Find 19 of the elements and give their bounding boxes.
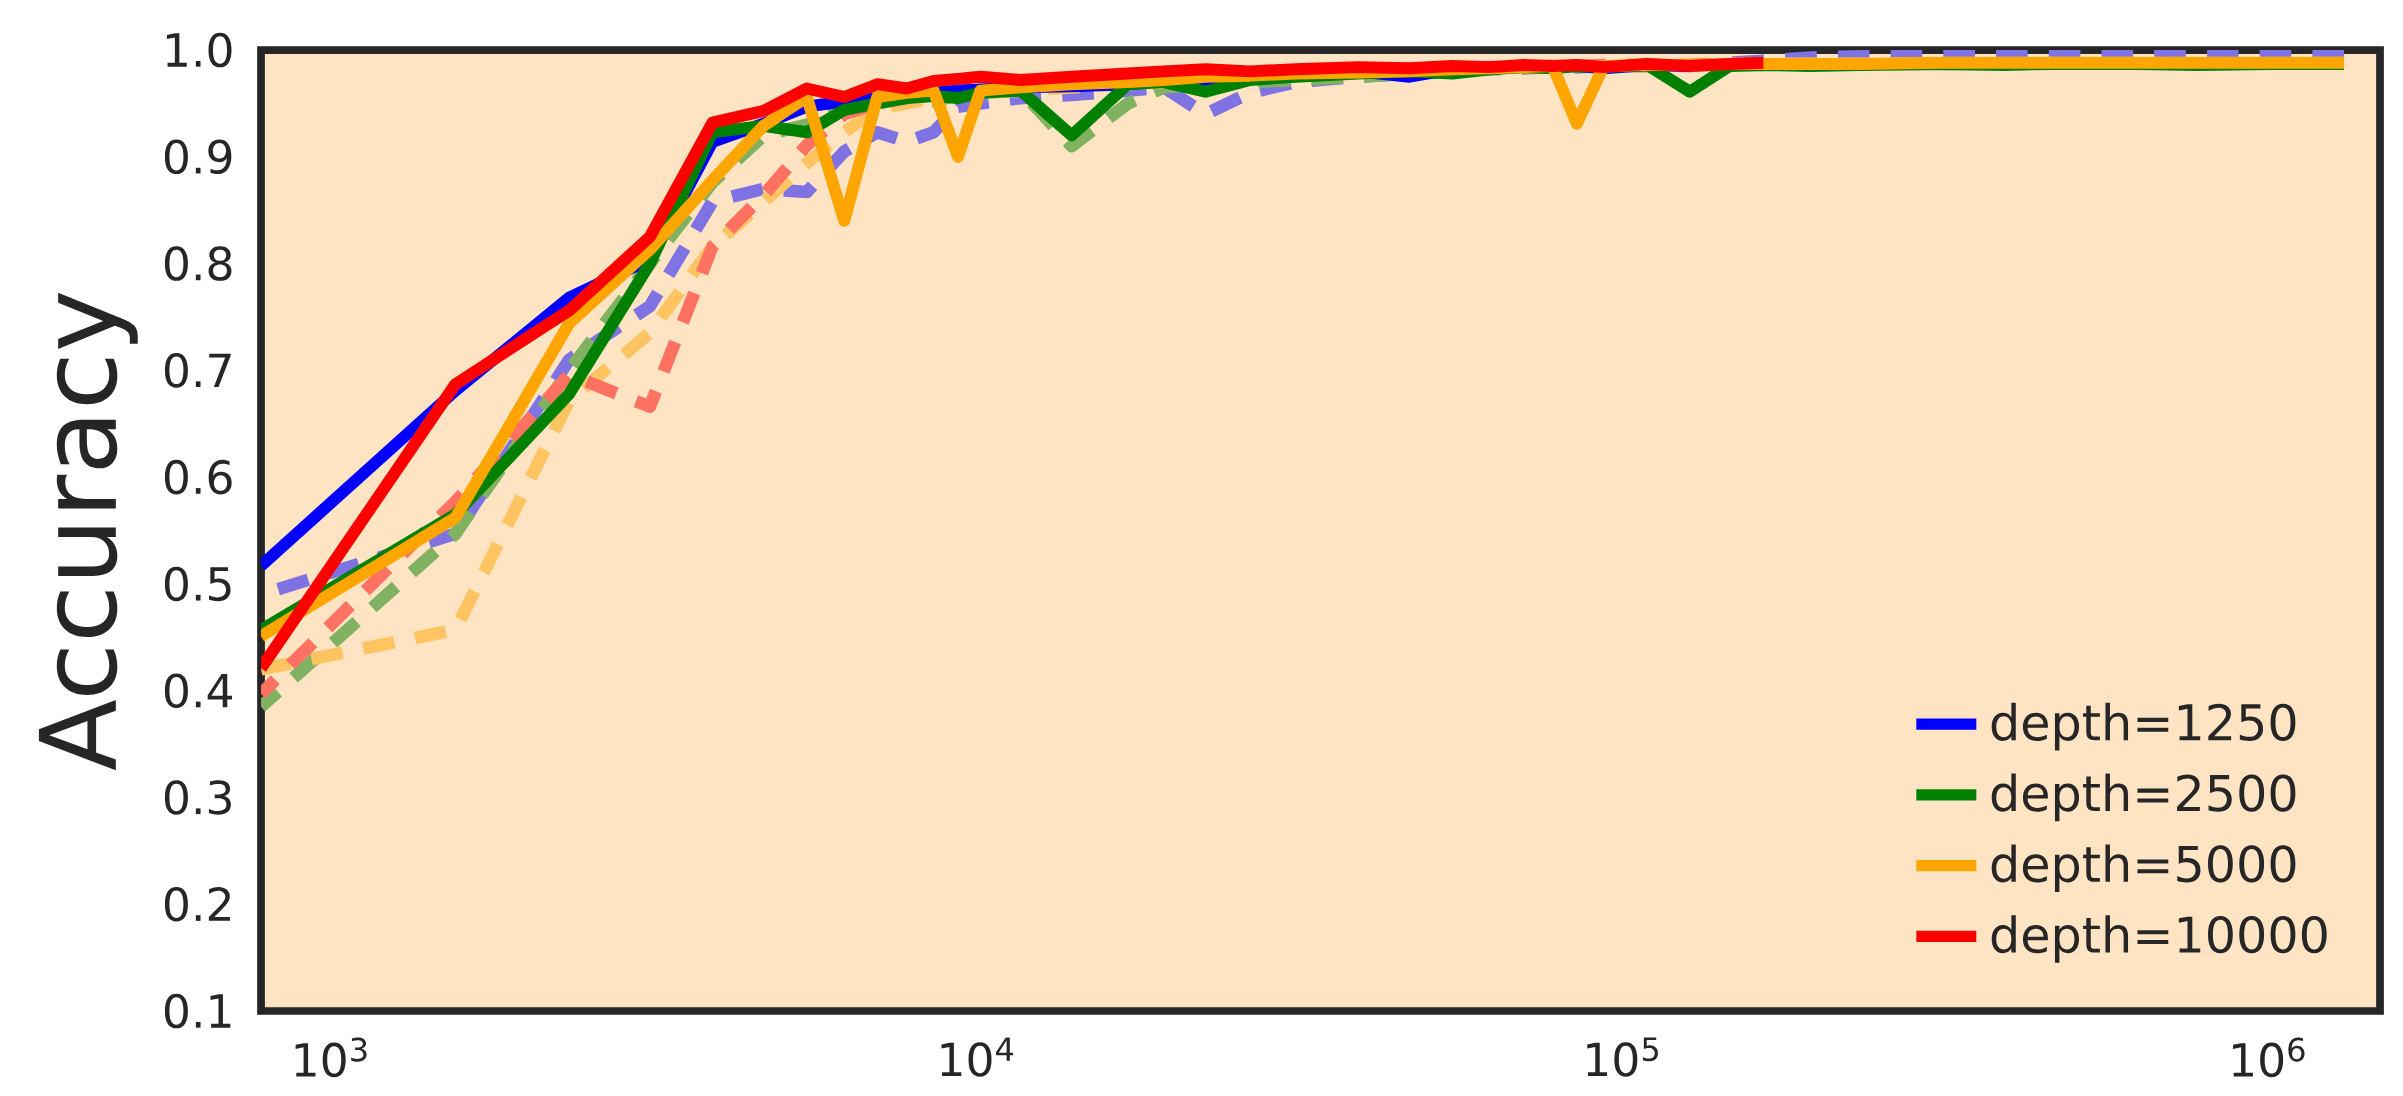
y-tick-label: 0.5	[164, 566, 231, 602]
legend-label: depth=1250	[1991, 702, 2296, 751]
x-tick-label: 10$^{4}$	[941, 1037, 1014, 1077]
y-tick-label: 0.2	[164, 886, 230, 922]
y-tick-label: 0.7	[164, 353, 231, 388]
y-tick-label: 1.0	[166, 32, 232, 68]
y-tick-label: 0.3	[164, 780, 231, 815]
x-tick-label: 10$^{6}$	[2233, 1037, 2305, 1078]
y-tick-label: 0.6	[164, 459, 232, 495]
legend-label: depth=10000	[1991, 915, 2327, 963]
x-tick-label: 10$^{3}$	[295, 1037, 367, 1078]
y-tick-label: 0.4	[164, 673, 232, 708]
x-tick-label: 10$^{5}$	[1587, 1037, 1658, 1077]
y-axis-title: Accuracy	[38, 292, 138, 771]
legend-label: depth=2500	[1991, 773, 2296, 822]
y-tick-label: 0.8	[164, 246, 232, 281]
y-tick-label: 0.9	[164, 139, 232, 175]
y-tick-label: 0.1	[164, 993, 231, 1029]
legend-label: depth=5000	[1991, 844, 2296, 893]
